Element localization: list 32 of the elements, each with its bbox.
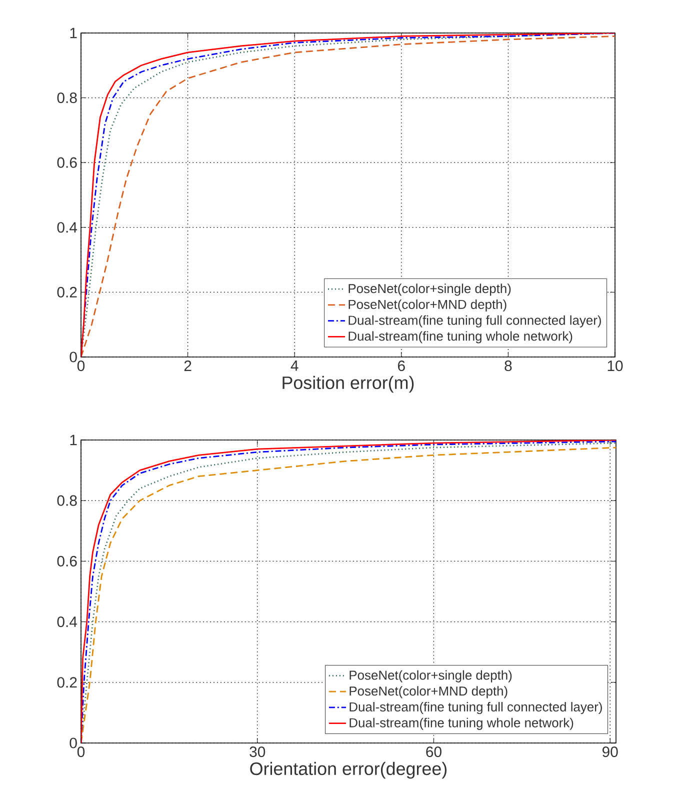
- x-tick-label: 0: [77, 360, 85, 372]
- legend-label: PoseNet(color+MND depth): [348, 299, 506, 312]
- x-tick-label: 6: [398, 360, 405, 372]
- y-tick-label: 0: [70, 738, 77, 748]
- y-tick-label: 1: [70, 28, 77, 38]
- legend-label: PoseNet(color+single depth): [348, 284, 511, 296]
- legend-label: Dual-stream(fine tuning whole network): [350, 718, 574, 730]
- x-tick-label: 90: [602, 746, 618, 758]
- x-axis-title: Position error(m): [282, 376, 414, 393]
- x-axis-title: Orientation error(degree): [250, 762, 447, 779]
- y-tick-label: 0.6: [57, 556, 77, 566]
- y-tick-label: 0.8: [57, 495, 77, 506]
- legend-label: PoseNet(color+single depth): [350, 670, 512, 682]
- x-tick-label: 2: [184, 360, 192, 371]
- y-tick-label: 0.8: [57, 92, 77, 104]
- x-tick-label: 4: [290, 360, 298, 371]
- x-tick-label: 0: [77, 746, 85, 758]
- y-tick-label: 0.4: [57, 222, 78, 233]
- y-tick-label: 1: [70, 434, 77, 446]
- y-tick-label: 0.4: [57, 616, 78, 628]
- legend-label: Dual-stream(fine tuning full connected layer): [348, 315, 601, 328]
- legend-label: PoseNet(color+MND depth): [350, 686, 508, 698]
- y-tick-label: 0.2: [57, 677, 77, 688]
- legend-label: Dual-stream(fine tuning whole network): [348, 331, 572, 344]
- y-tick-label: 0.2: [57, 286, 77, 298]
- x-tick-label: 60: [426, 746, 442, 758]
- x-tick-label: 10: [608, 360, 623, 372]
- legend-label: Dual-stream(fine tuning full connected layer): [350, 702, 602, 714]
- y-tick-label: 0.6: [57, 157, 77, 168]
- x-tick-label: 8: [504, 360, 512, 372]
- x-tick-label: 30: [250, 746, 266, 758]
- y-tick-label: 0: [70, 352, 77, 362]
